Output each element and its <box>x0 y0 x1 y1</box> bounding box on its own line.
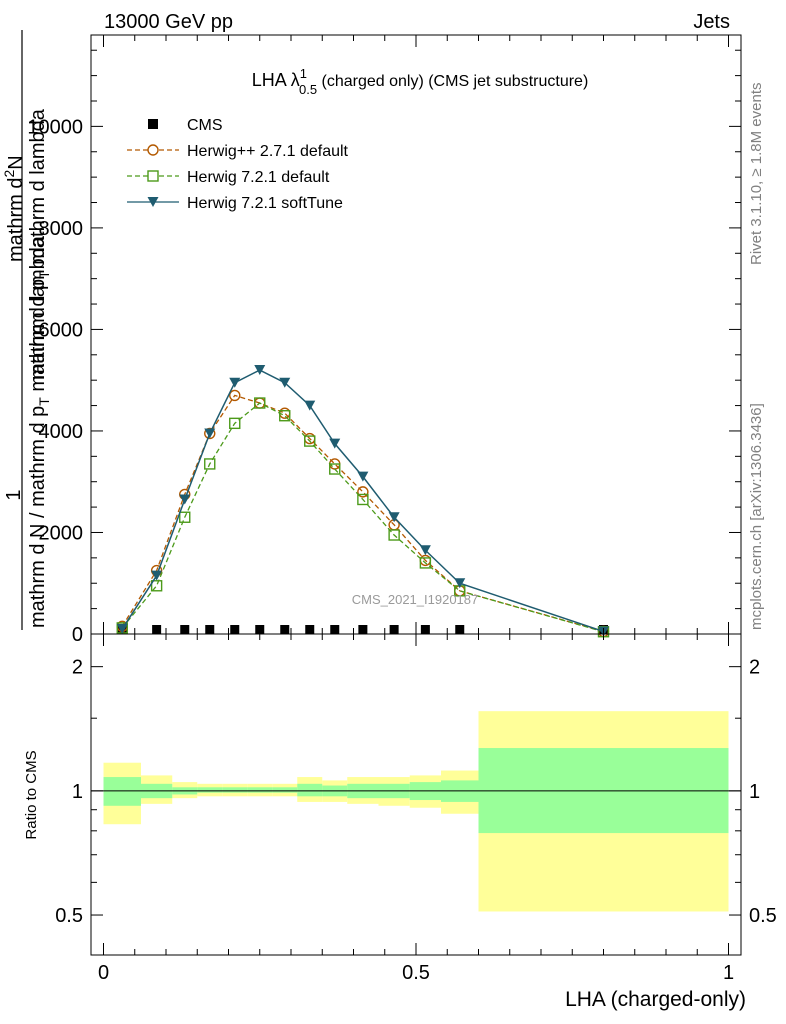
legend-marker <box>147 170 159 182</box>
energy-label: 13000 GeV pp <box>104 11 233 33</box>
plot-title-sup: 1 <box>300 66 307 81</box>
data-point <box>279 410 291 422</box>
legend-entry: Herwig++ 2.7.1 default <box>127 143 349 160</box>
data-point <box>419 545 431 556</box>
legend-marker <box>148 119 158 129</box>
y-tick-label: 4000 <box>39 421 84 443</box>
legend-label: Herwig 7.2.1 default <box>187 169 330 186</box>
legend-entry: Herwig 7.2.1 softTune <box>127 195 343 212</box>
data-point <box>116 623 128 634</box>
x-axis-label: LHA (charged-only) <box>565 988 746 1011</box>
legend-label: Herwig++ 2.7.1 default <box>187 143 349 160</box>
data-point <box>455 625 465 634</box>
main-ylabel-line-b: mathrm d2N <box>1 155 27 262</box>
data-point <box>389 625 399 634</box>
data-point <box>152 625 162 634</box>
series-herwig-7-2-1-softtune <box>116 365 609 637</box>
legend-label: Herwig 7.2.1 softTune <box>187 195 343 212</box>
data-point <box>229 417 241 430</box>
data-point <box>204 428 216 439</box>
main-ylabel-one: 1 <box>3 489 25 500</box>
ratio-stat-band <box>222 787 248 793</box>
y-tick-label: 0 <box>72 624 83 646</box>
legend-marker <box>147 197 159 207</box>
x-tick-label: 0 <box>98 962 109 984</box>
legend: CMS Herwig++ 2.7.1 default Herwig 7.2.1 de… <box>127 117 349 212</box>
ratio-y-tick-label: 1 <box>72 781 83 803</box>
data-point <box>357 493 369 506</box>
y-tick-label: 10000 <box>27 116 83 138</box>
main-ylabel-line-a: mathrm d N / mathrm d pT mathrm d lambda <box>27 235 52 628</box>
main-ylabel: 1 mathrm d N / mathrm d pT mathrm d lamb… <box>1 30 52 630</box>
series-cms <box>117 625 608 634</box>
data-point <box>330 625 340 634</box>
y-tick-label: 2000 <box>39 522 84 544</box>
main-panel: 0 2000 4000 6000 8000 10000 <box>27 34 742 646</box>
data-point <box>329 438 341 449</box>
y-tick-label: 8000 <box>39 218 84 240</box>
watermark-label: CMS_2021_I1920187 <box>352 592 479 607</box>
data-point <box>205 625 215 634</box>
ratio-stat-band <box>297 783 323 797</box>
data-point <box>254 397 266 409</box>
side-version-label: Rivet 3.1.10, ≥ 1.8M events <box>748 83 765 266</box>
data-point <box>454 578 466 589</box>
ratio-panel: 0.5 0.5 1 1 2 2 0 0.5 1 <box>55 633 777 984</box>
plot-title-rest: (charged only) (CMS jet substructure) <box>317 73 588 90</box>
data-point <box>254 365 266 376</box>
data-point <box>151 570 163 581</box>
data-point <box>304 435 316 447</box>
data-point <box>230 625 240 634</box>
process-label: Jets <box>693 11 730 33</box>
ratio-stat-band <box>272 787 298 793</box>
plot-title-main: LHA λ <box>252 70 300 90</box>
data-point <box>420 625 430 634</box>
data-point <box>280 625 290 634</box>
data-point <box>179 494 191 505</box>
data-point <box>304 400 316 411</box>
data-point <box>204 458 216 470</box>
data-point <box>388 512 400 523</box>
data-point <box>150 580 163 592</box>
series-line <box>121 369 604 633</box>
data-point <box>419 557 432 569</box>
main-ylabel-line-c: mathrm d pT mathrm d lambda <box>27 108 52 380</box>
ratio-y-tick-label: 0.5 <box>55 905 83 927</box>
ratio-stat-band <box>103 777 141 806</box>
y-tick-label: 6000 <box>39 319 84 341</box>
x-tick-label: 1 <box>723 962 734 984</box>
data-point <box>179 511 191 523</box>
ratio-ylabel: Ratio to CMS <box>23 750 40 839</box>
legend-entry: CMS <box>148 117 223 134</box>
ratio-stat-band <box>247 787 273 793</box>
data-point <box>229 389 241 402</box>
side-site-label: mcplots.cern.ch [arXiv:1306.3436] <box>748 403 765 630</box>
ratio-stat-band <box>197 787 223 793</box>
data-point <box>388 529 400 541</box>
series-line <box>121 394 604 633</box>
data-point <box>180 625 190 634</box>
plot-title-sub: 0.5 <box>299 82 317 97</box>
ratio-y-tick-label-right: 0.5 <box>749 905 777 927</box>
x-tick-label: 0.5 <box>402 962 430 984</box>
data-point <box>279 407 291 419</box>
data-point <box>229 377 241 388</box>
ratio-y-tick-label-right: 2 <box>749 657 760 679</box>
legend-label: CMS <box>187 117 223 134</box>
plot-title: LHA λ1 0.5 (charged only) (CMS jet substr… <box>252 66 589 97</box>
legend-marker <box>147 144 159 156</box>
ratio-y-tick-label-right: 1 <box>749 781 760 803</box>
data-point <box>357 486 369 498</box>
data-point <box>357 471 369 482</box>
data-point <box>279 377 291 388</box>
series-herwig-7-2-1-default <box>116 397 610 638</box>
data-point <box>329 463 341 475</box>
data-point <box>305 625 315 634</box>
data-point <box>358 625 368 634</box>
legend-entry: Herwig 7.2.1 default <box>127 169 330 186</box>
ratio-y-tick-label: 2 <box>72 657 83 679</box>
